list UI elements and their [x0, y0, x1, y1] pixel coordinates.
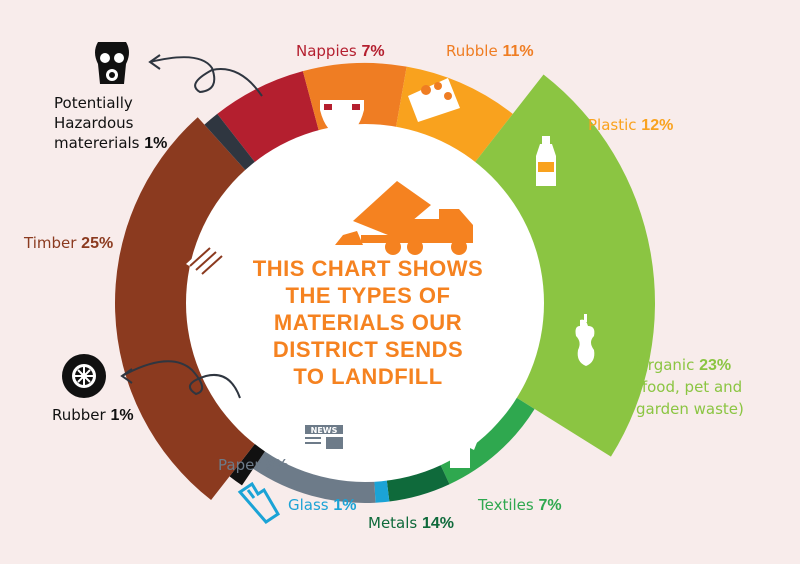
label-value: 25%	[81, 235, 113, 252]
can-icon	[392, 436, 414, 474]
label-textiles: Textiles 7%	[477, 496, 562, 514]
label-timber: Timber 25%	[23, 234, 113, 252]
center-title-line: THE TYPES OF	[286, 283, 451, 308]
svg-text:NEWS: NEWS	[311, 426, 338, 435]
tyre-icon	[62, 354, 106, 398]
center-title-line: TO LANDFILL	[293, 364, 442, 389]
apple-core-icon	[575, 314, 595, 366]
label-value: 12%	[641, 117, 673, 134]
slice-metals	[385, 458, 450, 502]
label-value: 14%	[422, 515, 454, 532]
label-value: 7%	[538, 497, 561, 514]
center-title-line: THIS CHART SHOWS	[253, 256, 483, 281]
label-rubble: Rubble 11%	[446, 42, 534, 60]
nappy-icon	[320, 100, 364, 136]
callout-hazardous-arrowhead	[148, 54, 161, 70]
rubble-icon	[408, 78, 460, 122]
slice-potentially-hazardous-matererials	[204, 113, 260, 176]
slice-organic	[470, 74, 655, 457]
label-nappies: Nappies 7%	[296, 42, 385, 60]
label-value: 23%	[699, 357, 731, 374]
callout-hazardous	[149, 56, 263, 97]
label-value: 11%	[502, 43, 533, 60]
label-value: 1%	[110, 407, 133, 424]
newspaper-icon: NEWS	[302, 422, 346, 452]
label-organic: Organic 23% (food, pet and garden waste)	[636, 356, 744, 418]
dump-truck-icon	[335, 181, 473, 255]
gas-mask-icon	[95, 42, 129, 84]
label-value: 1%	[333, 497, 356, 514]
center-title-line: MATERIALS OUR	[274, 310, 462, 335]
label-potentially-hazardous-matererials: Potentially Hazardous matererials 1%	[54, 94, 167, 152]
label-metals: Metals 14%	[368, 514, 454, 532]
label-paper: Paper 9%	[218, 456, 288, 474]
callout-rubber	[121, 360, 241, 399]
label-value: 1%	[144, 135, 167, 152]
label-value: 7%	[361, 43, 384, 60]
label-value: 9%	[265, 457, 288, 474]
tshirt-icon	[442, 432, 478, 468]
broken-bottle-icon	[237, 481, 281, 524]
label-glass: Glass 1%	[288, 496, 357, 514]
timber-icon	[186, 244, 234, 280]
label-plastic: Plastic 12%	[588, 116, 673, 134]
label-rubber: Rubber 1%	[52, 406, 134, 424]
callout-rubber-arrowhead	[120, 368, 133, 384]
slice-rubber	[229, 438, 269, 486]
bottle-icon	[536, 136, 556, 186]
center-title-line: DISTRICT SENDS	[273, 337, 463, 362]
